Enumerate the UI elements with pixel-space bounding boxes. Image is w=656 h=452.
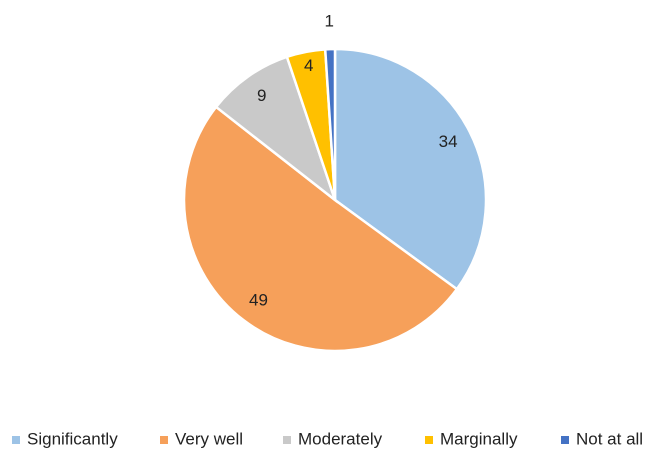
pie-slice — [182, 105, 459, 353]
pie-slice — [333, 47, 488, 291]
legend-marker — [283, 436, 291, 444]
data-label: 9 — [257, 86, 266, 105]
legend-label: Not at all — [576, 429, 643, 448]
legend-marker — [12, 436, 20, 444]
legend-label: Very well — [175, 429, 243, 448]
legend-label: Marginally — [440, 429, 518, 448]
legend-label: Moderately — [298, 429, 383, 448]
data-label: 4 — [304, 56, 313, 75]
pie-slice — [323, 47, 337, 201]
legend-marker — [160, 436, 168, 444]
pie-slice — [214, 55, 338, 204]
data-label: 49 — [249, 291, 268, 310]
data-label: 34 — [439, 132, 458, 151]
legend-label: Significantly — [27, 429, 118, 448]
legend-marker — [425, 436, 433, 444]
legend-marker — [561, 436, 569, 444]
data-label: 1 — [324, 11, 333, 30]
